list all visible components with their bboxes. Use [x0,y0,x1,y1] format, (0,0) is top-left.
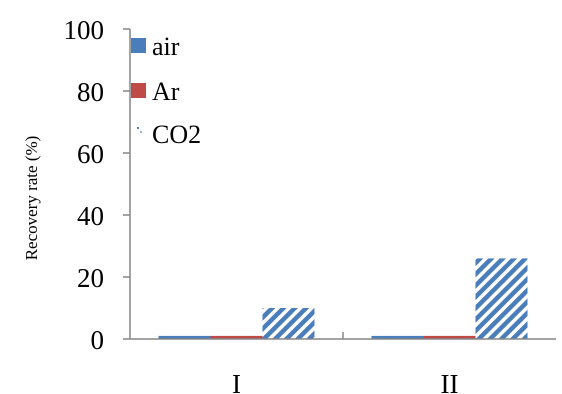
y-tick-label: 60 [77,139,104,169]
legend-swatch-co2-dot [140,131,142,133]
y-tick-label: 40 [77,201,104,231]
legend-label-co2: CO2 [152,120,201,149]
legend-label-air: air [152,32,180,61]
bar-co2-i [262,308,315,339]
y-axis-label: Recovery rate (%) [22,136,41,261]
bar-air-ii [371,335,424,339]
category-label: I [232,369,241,394]
legend-swatch-air [131,38,146,53]
y-axis-ticks: 0 20 40 60 80 100 [64,15,130,355]
bar-ar-i [210,335,263,339]
legend-label-ar: Ar [152,77,180,106]
bars [158,258,528,339]
bar-co2-ii [475,258,528,339]
y-tick-label: 80 [77,77,104,107]
y-tick-label: 20 [77,263,104,293]
y-tick-label: 100 [64,15,105,45]
legend-swatch-co2 [137,127,139,129]
bar-air-i [158,335,211,339]
legend-swatch-ar [131,83,146,98]
y-tick-label: 0 [91,325,105,355]
bar-ar-ii [423,335,476,339]
category-labels: I II [232,369,458,394]
axes [129,29,556,340]
category-label: II [441,369,459,394]
legend: air Ar CO2 [131,32,201,149]
